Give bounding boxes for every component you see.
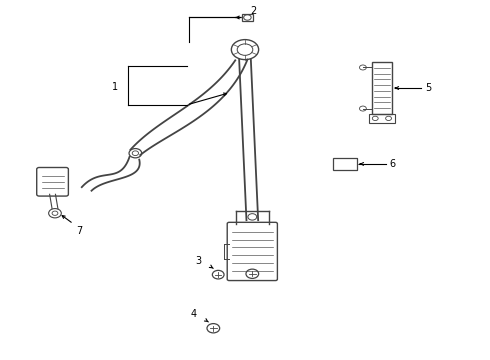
Text: 6: 6 <box>390 159 396 169</box>
Text: 7: 7 <box>76 226 82 236</box>
Text: 3: 3 <box>196 256 202 266</box>
Bar <box>368 114 395 123</box>
Bar <box>372 62 392 114</box>
Text: 4: 4 <box>191 309 197 319</box>
Bar <box>333 158 357 170</box>
Text: 5: 5 <box>425 83 431 93</box>
Bar <box>242 14 253 21</box>
Text: 1: 1 <box>112 82 118 92</box>
Text: 2: 2 <box>250 6 256 16</box>
